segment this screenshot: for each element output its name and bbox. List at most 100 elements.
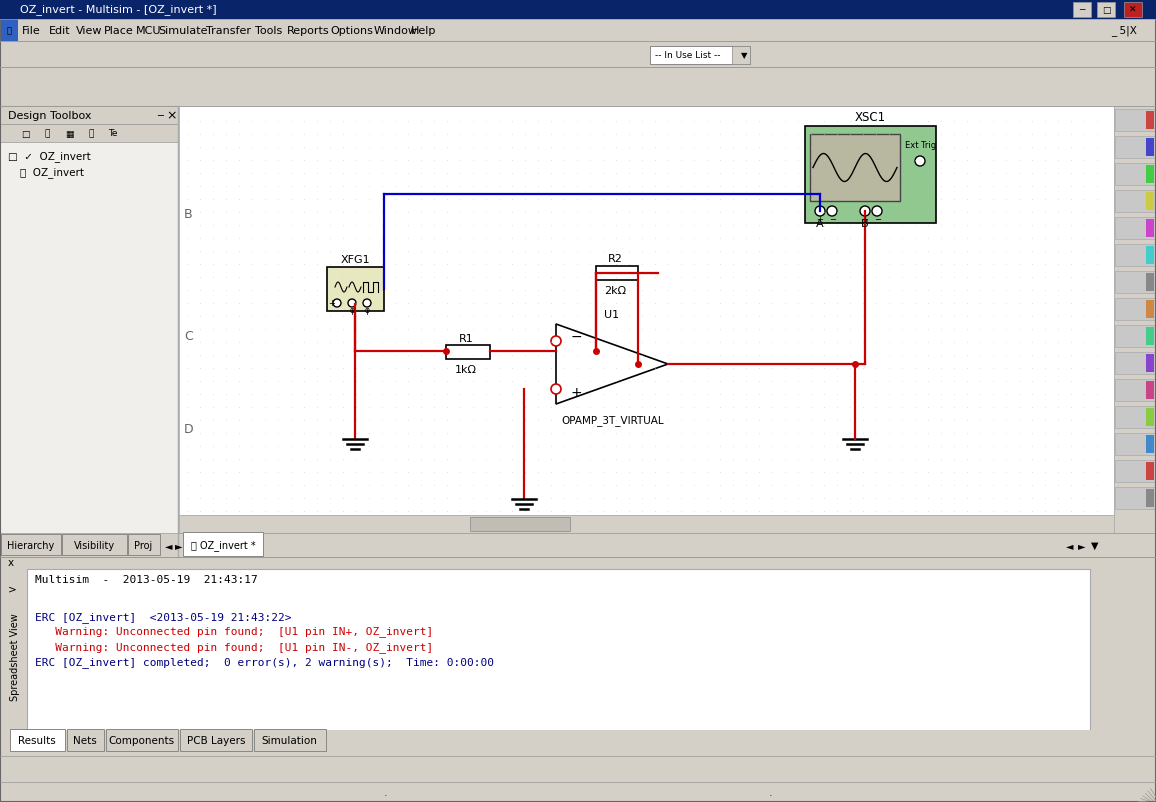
Circle shape: [872, 207, 882, 217]
Bar: [1116, 326, 1155, 347]
Text: ─: ─: [157, 111, 163, 121]
Circle shape: [551, 384, 561, 395]
Text: +: +: [816, 215, 823, 225]
Bar: [0, 107, 178, 557]
Text: +: +: [571, 386, 583, 399]
Bar: [1146, 192, 1154, 211]
Text: Visibility: Visibility: [74, 541, 114, 550]
Text: Ext Trig: Ext Trig: [905, 140, 936, 149]
Bar: [440, 47, 458, 65]
Bar: [1146, 301, 1154, 318]
Bar: [254, 729, 326, 751]
Bar: [0, 0, 1156, 20]
Bar: [1116, 245, 1155, 267]
Circle shape: [815, 207, 825, 217]
Text: .: .: [384, 787, 387, 797]
Bar: [0, 107, 178, 125]
Bar: [0, 68, 1156, 107]
Bar: [1116, 488, 1155, 509]
Text: B: B: [184, 209, 193, 221]
Text: Proj: Proj: [134, 541, 153, 550]
Bar: [156, 47, 175, 65]
Bar: [320, 47, 338, 65]
Text: □: □: [21, 129, 29, 138]
Text: Te: Te: [109, 129, 118, 138]
Bar: [400, 47, 418, 65]
Bar: [1116, 109, 1155, 142]
Bar: [1146, 139, 1154, 157]
Circle shape: [860, 207, 870, 217]
Text: Tools: Tools: [254, 26, 282, 36]
Bar: [1116, 407, 1155, 428]
Circle shape: [916, 157, 925, 167]
Bar: [280, 47, 298, 65]
Text: A: A: [816, 219, 824, 229]
Bar: [176, 47, 194, 65]
Text: View: View: [76, 26, 103, 36]
Polygon shape: [556, 325, 668, 404]
Circle shape: [551, 337, 561, 346]
Bar: [1146, 247, 1154, 265]
Text: −: −: [829, 215, 836, 225]
Text: Hierarchy: Hierarchy: [7, 541, 54, 550]
Text: Warning: Unconnected pin found;  [U1 pin IN+, OZ_invert]: Warning: Unconnected pin found; [U1 pin …: [35, 626, 434, 637]
Bar: [1146, 382, 1154, 399]
Text: R1: R1: [459, 334, 473, 343]
Bar: [216, 47, 234, 65]
Text: x: x: [8, 557, 14, 567]
Bar: [260, 47, 277, 65]
Circle shape: [333, 300, 341, 308]
Text: ▼: ▼: [1091, 541, 1098, 550]
Circle shape: [363, 300, 371, 308]
Bar: [127, 534, 160, 555]
Bar: [1116, 353, 1155, 375]
Text: φ: φ: [349, 306, 355, 315]
Text: 🔵: 🔵: [7, 26, 12, 35]
Bar: [446, 346, 490, 359]
Bar: [10, 729, 65, 751]
Bar: [420, 47, 438, 65]
Bar: [27, 569, 1090, 744]
Bar: [327, 268, 384, 312]
Text: 📋: 📋: [88, 129, 94, 138]
Circle shape: [827, 207, 837, 217]
Bar: [1146, 220, 1154, 237]
Bar: [1114, 107, 1156, 533]
Bar: [179, 516, 1114, 533]
Text: −: −: [874, 215, 881, 225]
Bar: [1146, 489, 1154, 508]
Text: Place: Place: [104, 26, 133, 36]
Text: ►: ►: [175, 541, 181, 550]
Bar: [1146, 463, 1154, 480]
Text: ►: ►: [1079, 541, 1085, 550]
Text: ERC [OZ_invert]  <2013-05-19 21:43:22>: ERC [OZ_invert] <2013-05-19 21:43:22>: [35, 612, 291, 622]
Bar: [0, 730, 1156, 751]
Bar: [1116, 433, 1155, 456]
Text: 📄 OZ_invert *: 📄 OZ_invert *: [191, 540, 255, 551]
Text: .: .: [769, 787, 772, 797]
Bar: [1116, 191, 1155, 213]
Bar: [49, 47, 66, 65]
Bar: [805, 127, 936, 224]
Bar: [1124, 3, 1142, 18]
Text: C: C: [184, 330, 193, 343]
Text: 📄  OZ_invert: 📄 OZ_invert: [20, 168, 84, 178]
Bar: [470, 517, 570, 532]
Bar: [650, 47, 750, 65]
Bar: [1114, 107, 1156, 533]
Text: Spreadsheet View: Spreadsheet View: [10, 613, 20, 700]
Text: Design Toolbox: Design Toolbox: [8, 111, 91, 121]
Bar: [1116, 110, 1155, 132]
Bar: [360, 47, 378, 65]
Bar: [112, 47, 129, 65]
Text: ▦: ▦: [65, 129, 73, 138]
Bar: [67, 729, 104, 751]
Text: XFG1: XFG1: [341, 255, 370, 265]
Bar: [179, 107, 1114, 516]
Bar: [0, 533, 1156, 557]
Circle shape: [348, 300, 356, 308]
Text: Simulate: Simulate: [158, 26, 207, 36]
Text: File: File: [22, 26, 40, 36]
Bar: [1116, 217, 1155, 240]
Bar: [1146, 111, 1154, 130]
